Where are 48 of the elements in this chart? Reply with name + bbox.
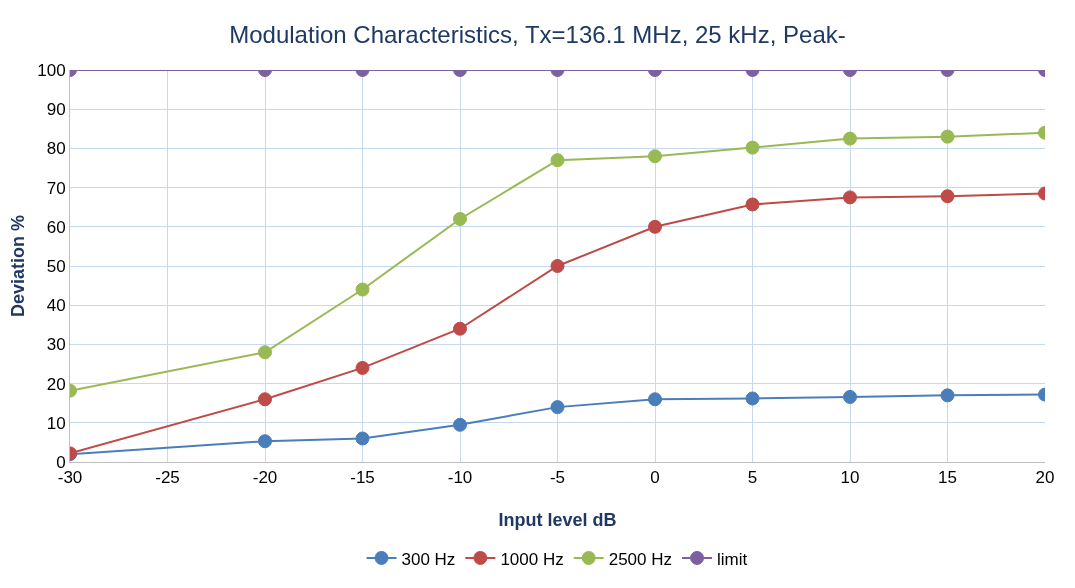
y-axis-title: Deviation % (8, 214, 28, 318)
point (453, 321, 467, 336)
x-tick-label: 10 (840, 468, 860, 488)
x-tick-label: 0 (650, 468, 660, 488)
point (648, 219, 662, 234)
point (648, 392, 662, 407)
point (843, 190, 857, 205)
point (745, 197, 760, 212)
point (940, 189, 955, 204)
point (940, 388, 955, 403)
x-tick-label: 15 (938, 468, 957, 488)
point (648, 149, 662, 164)
point (258, 392, 272, 407)
legend-label: 1000 Hz (500, 549, 564, 569)
x-tick-label: -15 (350, 468, 375, 488)
point (843, 389, 857, 404)
legend-label: 300 Hz (401, 549, 456, 569)
point (453, 417, 467, 432)
point (355, 431, 370, 446)
x-tick-label: -20 (252, 468, 278, 488)
x-tick-label: 20 (1035, 468, 1055, 488)
x-tick-label: -25 (155, 468, 180, 488)
legend-label: limit (717, 549, 748, 569)
chart-title: Modulation Characteristics, Tx=136.1 MHz, 25 kHz, Peak- (229, 21, 846, 49)
y-tick-label: 100 (37, 60, 66, 80)
x-tick-label: -5 (549, 468, 566, 488)
y-tick-label: 80 (46, 139, 66, 159)
point (355, 360, 370, 375)
point (453, 211, 467, 226)
point (745, 391, 760, 406)
y-tick-label: 70 (46, 178, 66, 198)
point (550, 400, 565, 415)
y-tick-label: 50 (46, 256, 66, 276)
y-tick-label: 20 (46, 374, 66, 394)
y-tick-label: 10 (46, 413, 66, 433)
point (258, 345, 272, 360)
y-tick-label: 90 (46, 100, 66, 120)
x-axis-title: Input level dB (498, 510, 617, 530)
legend-label: 2500 Hz (608, 549, 673, 569)
y-tick-label: 60 (46, 217, 66, 237)
point (550, 259, 565, 273)
point (550, 153, 565, 168)
point (355, 282, 370, 297)
x-tick-label: -10 (447, 468, 473, 488)
y-tick-label: 30 (46, 335, 66, 355)
y-tick-label: 40 (46, 296, 66, 316)
point (258, 434, 272, 449)
x-tick-label: 5 (747, 468, 758, 488)
